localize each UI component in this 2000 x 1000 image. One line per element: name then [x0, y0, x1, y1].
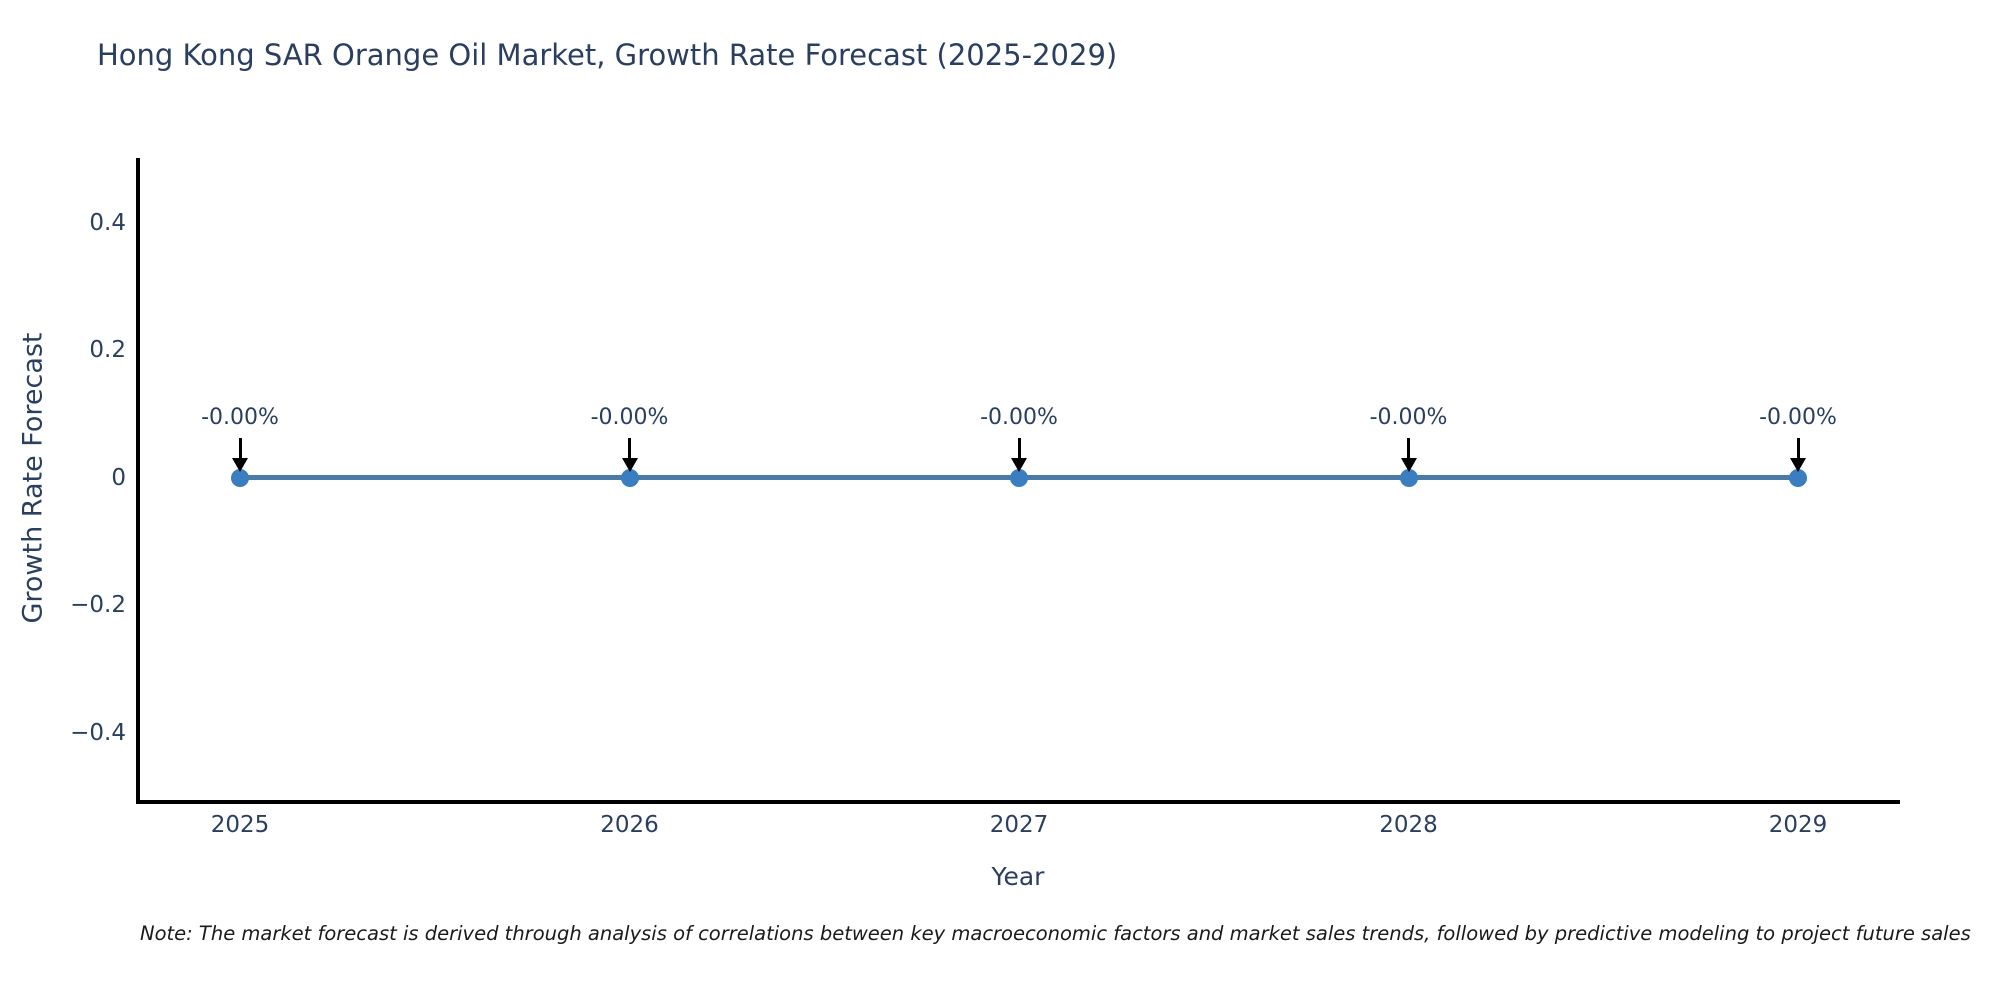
y-tick-label: −0.4 — [70, 719, 126, 746]
y-tick-label: 0 — [111, 464, 126, 491]
data-point-marker — [620, 468, 639, 487]
x-tick-label: 2027 — [989, 812, 1049, 838]
annotation-arrow-head-icon — [1400, 458, 1417, 472]
annotation-arrow-stem — [1407, 437, 1410, 459]
annotation-arrow-stem — [1796, 437, 1800, 459]
x-tick-label: 2029 — [1768, 812, 1828, 838]
annotation-arrow-stem — [1017, 437, 1021, 459]
y-axis-line — [136, 158, 140, 804]
data-point-marker — [1010, 468, 1028, 487]
annotation-arrow-head-icon — [621, 458, 638, 472]
x-tick-label: 2025 — [210, 812, 270, 838]
data-point-marker — [1399, 468, 1418, 487]
footnote: Note: The market forecast is derived thr… — [140, 922, 1971, 945]
y-tick-label: 0.4 — [89, 209, 126, 236]
chart-title: Hong Kong SAR Orange Oil Market, Growth … — [97, 38, 1118, 72]
data-point-marker — [1789, 468, 1807, 487]
annotation-arrow-head-icon — [1011, 458, 1027, 472]
annotation-arrow-head-icon — [1790, 458, 1806, 472]
data-point-marker — [231, 468, 249, 487]
annotation-arrow-head-icon — [232, 458, 248, 472]
point-annotation-label: -0.00% — [201, 404, 279, 430]
y-tick-label: −0.2 — [70, 592, 126, 618]
point-annotation-label: -0.00% — [590, 404, 669, 430]
point-annotation-label: -0.00% — [1369, 404, 1448, 430]
annotation-arrow-stem — [238, 437, 242, 459]
x-tick-label: 2028 — [1379, 812, 1438, 838]
y-tick-label: 0.2 — [89, 337, 126, 363]
x-tick-label: 2026 — [600, 812, 659, 838]
x-axis-title: Year — [991, 862, 1045, 891]
point-annotation-label: -0.00% — [1759, 404, 1837, 430]
annotation-arrow-stem — [628, 437, 631, 459]
point-annotation-label: -0.00% — [980, 404, 1058, 430]
x-axis-line — [136, 800, 1900, 804]
